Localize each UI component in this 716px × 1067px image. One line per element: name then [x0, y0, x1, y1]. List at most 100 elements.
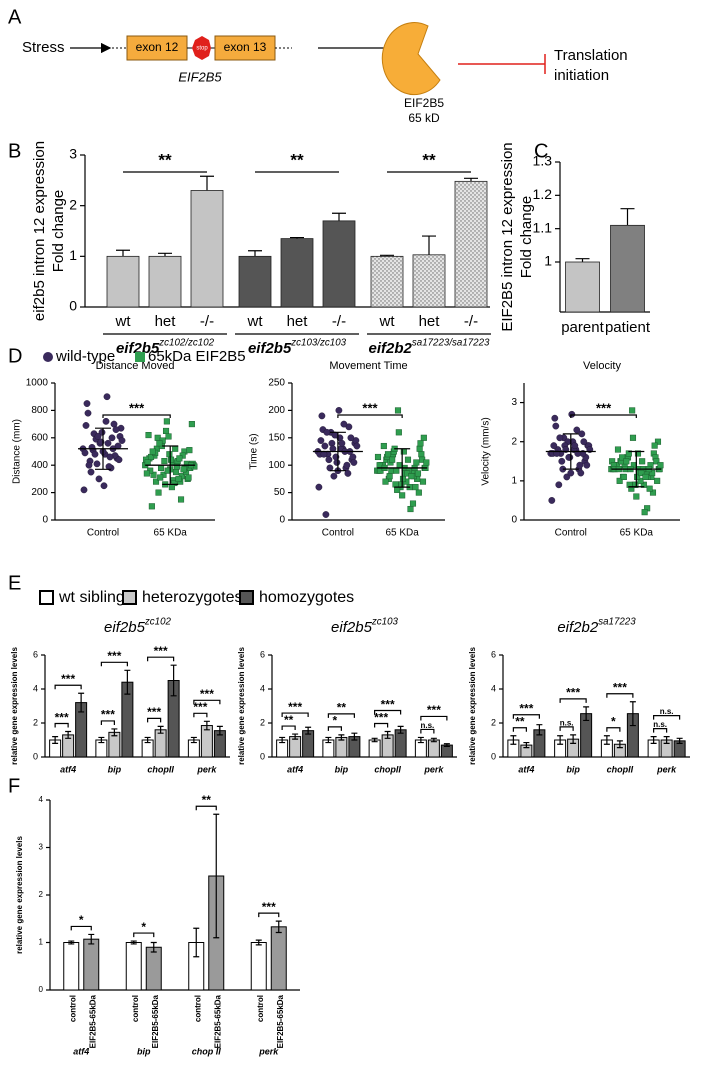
- data-point: [380, 442, 387, 450]
- data-point: [651, 442, 658, 449]
- error-bar: [338, 734, 345, 741]
- error-bar: [332, 212, 346, 221]
- data-point: [415, 489, 422, 496]
- significance-bracket: [102, 414, 171, 418]
- y-tick-label: 200: [31, 487, 48, 498]
- data-point: [167, 456, 175, 463]
- error-bar: [275, 920, 282, 934]
- x-tick-label: perk: [196, 764, 217, 774]
- panel-a-diagram: Stress exon 12 stop exon 13 EIF2B5 EIF2B…: [22, 22, 628, 125]
- significance-bracket: [70, 925, 92, 931]
- bar: [270, 926, 287, 991]
- error-bar: [68, 940, 75, 945]
- legend-marker: [135, 352, 145, 362]
- protein-size: 65 kD: [408, 111, 440, 125]
- significance-bracket: [281, 725, 296, 731]
- data-point: [344, 470, 352, 477]
- data-point: [350, 459, 358, 466]
- significance-label: ***: [381, 697, 395, 711]
- data-point: [640, 481, 647, 488]
- bar: [454, 180, 488, 308]
- chart-title-sup: sa17223: [598, 616, 636, 627]
- data-point: [330, 472, 338, 480]
- data-point: [374, 453, 382, 461]
- y-tick-label: 600: [31, 432, 48, 443]
- data-point: [145, 432, 152, 439]
- y-tick-label: 3: [511, 397, 517, 408]
- chart-title-main: eif2b5: [331, 619, 373, 636]
- series-label: control: [131, 995, 140, 1022]
- significance-label: *: [333, 714, 338, 728]
- significance-bracket: [606, 693, 634, 698]
- bar: [63, 942, 80, 991]
- legend-label: wild-type: [55, 348, 115, 365]
- y-tick-label: 150: [268, 432, 285, 443]
- data-point: [322, 511, 330, 518]
- bar: [106, 255, 140, 308]
- data-point: [413, 459, 420, 466]
- series-label: EIF2B5-65kDa: [276, 994, 285, 1048]
- significance-label: ***: [519, 702, 533, 716]
- significance-label: ***: [596, 401, 612, 416]
- data-point: [325, 456, 333, 464]
- data-point: [148, 503, 155, 510]
- error-bar: [248, 250, 262, 257]
- error-bar: [65, 730, 72, 739]
- data-point: [382, 478, 389, 485]
- bar: [368, 739, 381, 758]
- significance-label: ***: [193, 700, 207, 714]
- error-bar: [78, 692, 85, 713]
- data-point: [161, 458, 168, 465]
- significance-bracket: [147, 656, 175, 662]
- error-bar: [536, 724, 543, 736]
- data-point: [166, 451, 173, 458]
- data-point: [638, 469, 645, 477]
- data-point: [639, 458, 646, 465]
- protein-label: EIF2B5: [404, 96, 444, 110]
- data-point: [580, 438, 588, 446]
- data-point: [81, 449, 89, 457]
- data-point: [318, 412, 326, 420]
- data-point: [393, 467, 400, 474]
- error-bar: [620, 208, 635, 226]
- group-label-sup: sa17223/sa17223: [412, 337, 490, 348]
- x-tick-label: patient: [605, 319, 651, 336]
- data-point: [573, 426, 581, 434]
- legend-label: heterozygotes: [142, 589, 243, 606]
- data-point: [353, 442, 361, 450]
- y-axis-label: EIF2B5 intron 12 expression: [499, 142, 516, 331]
- panel-label: F: [8, 775, 20, 797]
- data-point: [629, 434, 637, 441]
- data-point: [172, 445, 179, 452]
- data-point: [625, 450, 632, 457]
- bar: [565, 261, 600, 313]
- data-point: [84, 409, 92, 417]
- data-point: [576, 461, 584, 469]
- significance-bracket: [374, 709, 402, 715]
- data-point: [619, 454, 626, 461]
- bar: [250, 942, 267, 991]
- chart-title: eif2b2sa17223: [557, 616, 636, 636]
- y-tick-label: 1: [69, 247, 77, 263]
- data-point: [82, 422, 90, 429]
- x-tick-label: bip: [335, 764, 349, 774]
- bar: [394, 729, 407, 758]
- x-tick-label: parent: [561, 319, 604, 336]
- x-tick-label: perk: [258, 1046, 279, 1056]
- data-point: [347, 434, 355, 442]
- error-bar: [384, 730, 391, 739]
- error-bar: [200, 175, 214, 191]
- y-tick-label: 1000: [26, 378, 49, 389]
- x-tick-label: 65 KDa: [620, 528, 654, 539]
- chart-title: Velocity: [583, 360, 621, 372]
- x-tick-label: chopII: [374, 764, 401, 774]
- error-bar: [616, 740, 623, 749]
- data-point: [614, 446, 622, 453]
- sd-bar: [329, 431, 346, 472]
- significance-bracket: [258, 912, 280, 918]
- y-tick-label: 2: [260, 717, 265, 727]
- data-point: [162, 427, 170, 434]
- error-bar: [144, 736, 151, 744]
- group-label: eif2b2sa17223/sa17223: [369, 337, 490, 357]
- data-point: [407, 505, 414, 513]
